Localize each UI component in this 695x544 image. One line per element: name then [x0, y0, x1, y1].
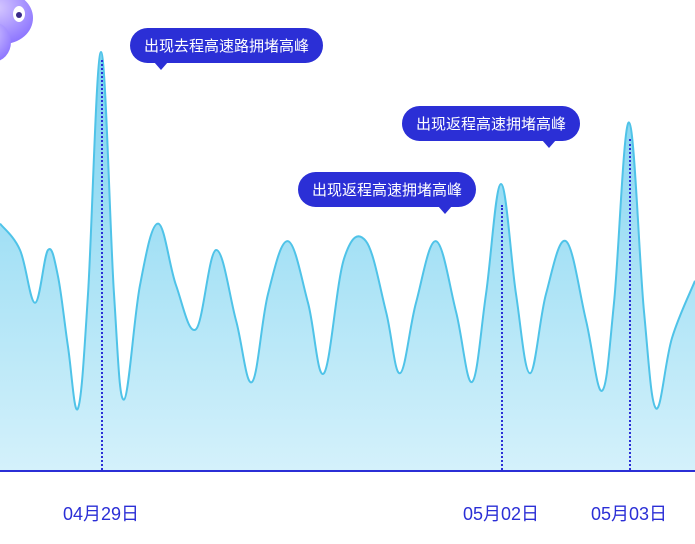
peak-callout-text: 出现返程高速拥堵高峰: [416, 116, 566, 133]
peak-marker-line: [629, 139, 631, 470]
peak-callout-text: 出现返程高速拥堵高峰: [312, 182, 462, 199]
congestion-area-chart: [0, 0, 695, 480]
x-axis-label: 05月03日: [591, 500, 667, 526]
peak-marker-line: [501, 205, 503, 470]
peak-callout-outbound-peak: 出现去程高速路拥堵高峰: [130, 28, 323, 63]
x-axis: [0, 470, 695, 472]
peak-callout-return-peak-2: 出现返程高速拥堵高峰: [402, 106, 580, 141]
peak-callout-return-peak-1: 出现返程高速拥堵高峰: [298, 172, 476, 207]
x-axis-label: 05月02日: [463, 500, 539, 526]
peak-callout-text: 出现去程高速路拥堵高峰: [144, 38, 309, 55]
x-axis-label: 04月29日: [63, 500, 139, 526]
peak-marker-line: [101, 60, 103, 470]
